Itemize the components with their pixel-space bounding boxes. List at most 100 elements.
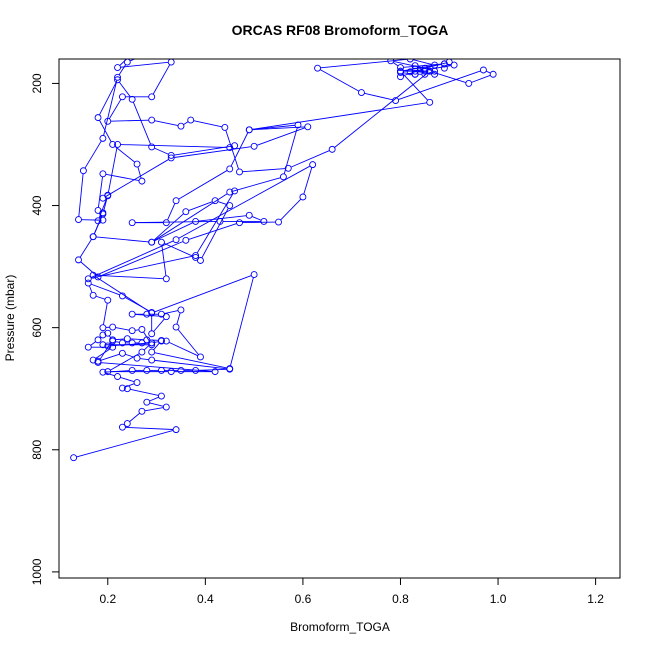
series-0-point-122 (148, 116, 156, 124)
series-0-point-143 (411, 70, 419, 78)
series-0-point-138 (397, 73, 404, 81)
series-0-point-108 (94, 206, 102, 214)
series-0-point-148 (411, 67, 419, 75)
series-0-point-86 (226, 165, 234, 173)
series-0-segment-162 (252, 102, 427, 130)
series-0-point-4 (138, 407, 146, 415)
series-0-point-56 (148, 339, 156, 347)
series-0-segment-171 (80, 261, 97, 276)
x-tick-label-4: 1.0 (490, 592, 507, 606)
series-0-segment-135 (320, 59, 408, 69)
series-0-segment-123 (183, 121, 189, 125)
series-0-segment-28 (108, 335, 112, 339)
series-0-point-36 (197, 353, 204, 361)
series-0-point-79 (192, 217, 200, 225)
series-0-point-46 (84, 279, 92, 287)
series-0-segment-72 (163, 242, 194, 257)
series-0-point-59 (167, 368, 175, 376)
series-0-point-30 (118, 339, 126, 347)
series-0-segment-25 (90, 341, 96, 346)
series-0-segment-65 (153, 342, 160, 351)
series-0-segment-10 (120, 376, 135, 383)
series-0-point-51 (128, 327, 136, 335)
series-0-point-28 (104, 329, 112, 337)
series-0-segment-174 (242, 221, 276, 224)
series-0-segment-5 (149, 402, 164, 407)
series-0-point-134 (358, 89, 365, 97)
series-0-point-170 (89, 233, 97, 241)
series-0-segment-132 (398, 70, 481, 100)
series-0-segment-7 (130, 388, 159, 396)
series-0-segment-120 (108, 99, 122, 119)
series-0-point-105 (133, 160, 141, 168)
series-0-point-5 (162, 403, 170, 411)
series-0-point-40 (143, 310, 151, 318)
series-0-point-32 (138, 339, 146, 347)
series-0-point-9 (118, 384, 126, 392)
series-0-segment-91 (96, 236, 149, 243)
series-0-point-152 (421, 66, 429, 74)
series-0-point-55 (104, 342, 112, 350)
series-0-point-173 (182, 236, 190, 244)
series-0-point-43 (148, 330, 156, 338)
series-0-segment-134 (319, 69, 360, 92)
series-0-point-25 (84, 343, 92, 351)
series-0-segment-20 (125, 353, 135, 358)
series-0-segment-129 (432, 71, 467, 83)
series-0-segment-42 (153, 318, 165, 332)
series-0-segment-96 (120, 144, 227, 148)
series-0-point-84 (162, 219, 170, 227)
series-0-point-38 (177, 306, 185, 314)
series-0-segment-87 (252, 124, 296, 130)
series-0-segment-9 (125, 383, 135, 388)
series-0-point-153 (450, 61, 458, 69)
series-0-segment-45 (90, 283, 120, 296)
series-0-point-64 (143, 336, 151, 344)
series-0-segment-128 (334, 72, 428, 148)
series-0-point-71 (162, 275, 170, 283)
series-0-point-6 (143, 398, 151, 406)
series-0-point-157 (421, 64, 429, 72)
series-0-segment-77 (153, 213, 184, 241)
series-0-segment-69 (95, 276, 150, 312)
series-0-point-76 (211, 197, 219, 205)
series-0-segment-85 (178, 170, 228, 200)
series-0-point-67 (226, 365, 234, 373)
series-0-point-66 (148, 348, 156, 356)
series-0-point-10 (133, 379, 141, 387)
series-0-point-145 (431, 67, 439, 75)
series-0-segment-66 (154, 352, 227, 369)
series-0-segment-95 (107, 147, 118, 193)
plot-frame (58, 58, 621, 579)
series-0-segment-110 (78, 173, 84, 217)
series-0-point-47 (89, 291, 97, 299)
series-0-point-110 (75, 216, 82, 224)
series-0-point-8 (123, 385, 131, 393)
series-0-segment-126 (242, 168, 286, 173)
series-0-point-112 (99, 134, 107, 142)
series-0-point-81 (260, 217, 268, 225)
series-0-segment-117 (120, 61, 169, 68)
series-0-segment-18 (154, 359, 227, 370)
series-layer (70, 59, 497, 462)
series-0-point-21 (118, 349, 126, 357)
series-0-point-126 (236, 168, 243, 176)
x-tick-label-1: 0.4 (197, 592, 214, 606)
series-0-segment-60 (100, 362, 213, 372)
series-0-point-83 (128, 219, 136, 227)
series-0-point-161 (397, 67, 404, 75)
series-0-point-2 (118, 423, 126, 431)
y-tick-label-2: 600 (30, 317, 44, 337)
series-0-point-146 (411, 62, 419, 70)
series-0-segment-46 (88, 285, 93, 293)
series-0-point-1 (172, 426, 180, 434)
series-0-point-15 (157, 366, 165, 374)
y-tick-label-0: 200 (30, 73, 44, 93)
series-0-segment-98 (174, 145, 232, 156)
series-0-point-124 (187, 116, 195, 124)
series-0-point-167 (99, 194, 107, 202)
series-0-segment-103 (99, 120, 112, 143)
series-0-point-159 (440, 64, 448, 72)
series-0-point-62 (109, 336, 117, 344)
series-0-segment-111 (84, 140, 102, 169)
